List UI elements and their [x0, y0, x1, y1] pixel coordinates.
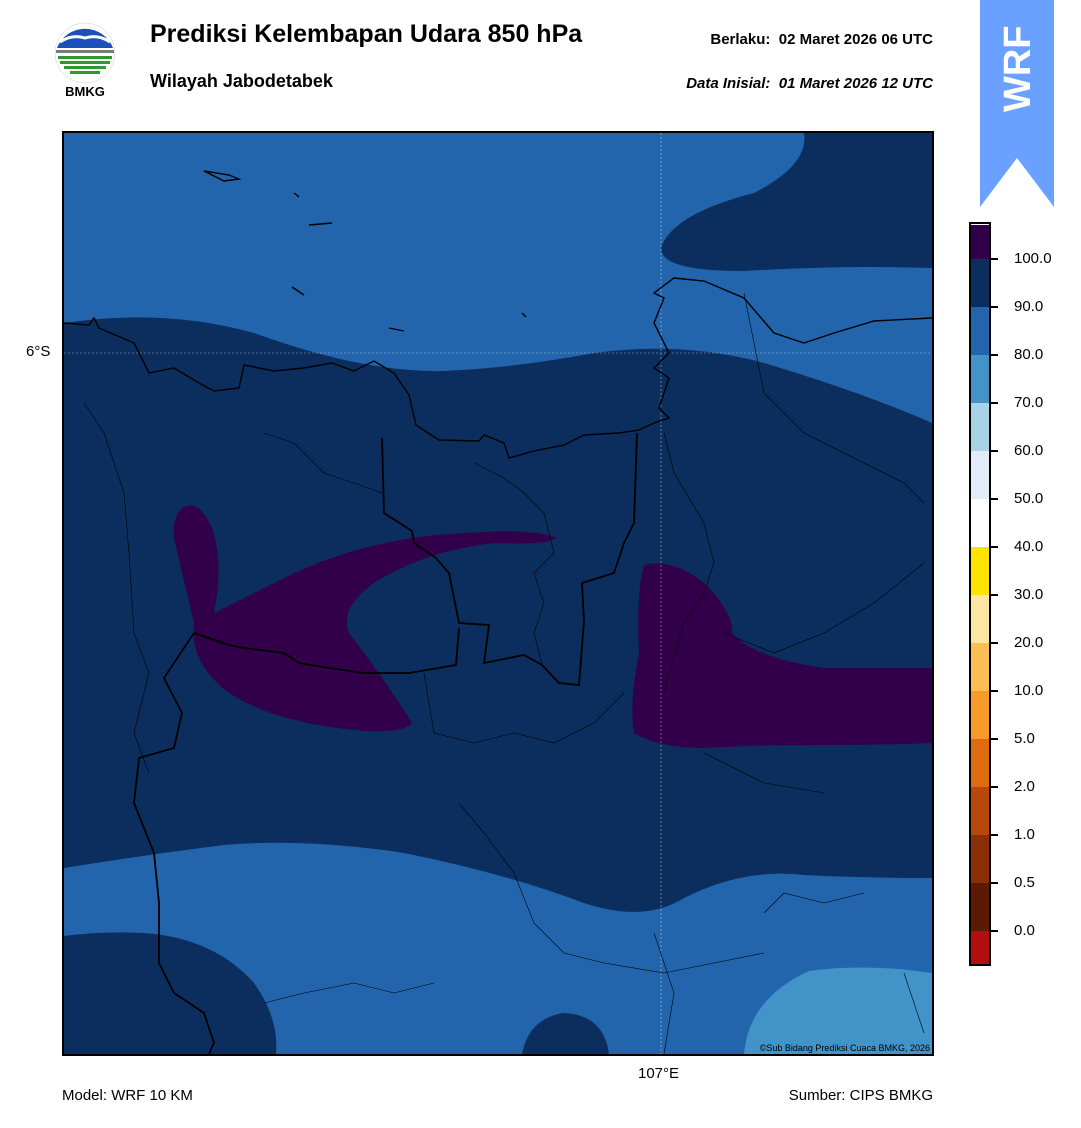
init-label: Data Inisial: — [686, 75, 771, 92]
province-boundary-jakarta — [381, 432, 638, 686]
islands — [203, 170, 527, 332]
colorbar-tick — [991, 354, 998, 356]
province-boundary-west — [193, 627, 460, 674]
colorbar-tick — [991, 882, 998, 884]
lon-label: 107°E — [638, 1065, 680, 1082]
lat-label: 6°S — [26, 343, 51, 360]
valid-value: 02 Maret 2026 06 UTC — [778, 31, 933, 48]
colorbar-swatch — [971, 739, 989, 787]
colorbar-tick — [991, 786, 998, 788]
wrf-badge-text: WRF — [997, 25, 1039, 112]
colorbar-tick — [991, 258, 998, 260]
colorbar-label: 2.0 — [1014, 778, 1035, 795]
colorbar-swatch — [971, 225, 989, 259]
valid-label: Berlaku: — [710, 31, 771, 48]
colorbar-swatch — [971, 835, 989, 883]
colorbar-label: 1.0 — [1014, 826, 1035, 843]
colorbar-tick — [991, 738, 998, 740]
rh-70-80-southeast — [744, 967, 932, 1054]
source-info: Sumber: CIPS BMKG — [788, 1087, 933, 1104]
init-value: 01 Maret 2026 12 UTC — [778, 75, 933, 92]
colorbar — [969, 222, 991, 1027]
province-boundary-banten — [133, 632, 215, 1054]
colorbar-label: 90.0 — [1014, 298, 1044, 315]
rh-90-100-central — [64, 317, 932, 912]
colorbar-label: 50.0 — [1014, 490, 1044, 507]
coastline — [64, 277, 932, 459]
model-info: Model: WRF 10 KM — [62, 1087, 193, 1104]
colorbar-label: 20.0 — [1014, 634, 1044, 651]
colorbar-swatch — [971, 499, 989, 547]
colorbar-swatch — [971, 547, 989, 595]
rh-90-100-northeast — [661, 133, 932, 271]
colorbar-tick — [991, 594, 998, 596]
colorbar-tick — [991, 450, 998, 452]
init-time: Data Inisial: 01 Maret 2026 12 UTC — [686, 75, 933, 92]
humidity-map: ©Sub Bidang Prediksi Cuaca BMKG, 2026 — [62, 131, 934, 1056]
colorbar-label: 30.0 — [1014, 586, 1044, 603]
page-subtitle: Wilayah Jabodetabek — [150, 71, 333, 91]
colorbar-label: 100.0 — [1014, 250, 1052, 267]
colorbar-label: 60.0 — [1014, 442, 1044, 459]
bmkg-logo-text: BMKG — [65, 84, 105, 99]
colorbar-swatch — [971, 355, 989, 403]
colorbar-label: 0.0 — [1014, 922, 1035, 939]
colorbar-swatch — [971, 451, 989, 499]
colorbar-tick — [991, 498, 998, 500]
rh-90-100-southwest — [64, 932, 277, 1054]
wrf-badge: WRF — [980, 0, 1054, 210]
bmkg-logo — [52, 20, 118, 102]
valid-time: Berlaku: 02 Maret 2026 06 UTC — [710, 31, 933, 48]
page-title: Prediksi Kelembapan Udara 850 hPa — [150, 20, 583, 48]
colorbar-swatch — [971, 595, 989, 643]
colorbar-label: 10.0 — [1014, 682, 1044, 699]
colorbar-tick — [991, 690, 998, 692]
colorbar-tick — [991, 834, 998, 836]
colorbar-frame — [969, 222, 991, 966]
colorbar-swatch — [971, 931, 989, 979]
colorbar-label: 5.0 — [1014, 730, 1035, 747]
colorbar-tick — [991, 546, 998, 548]
colorbar-label: 70.0 — [1014, 394, 1044, 411]
colorbar-label: 80.0 — [1014, 346, 1044, 363]
colorbar-tick — [991, 930, 998, 932]
colorbar-swatch — [971, 403, 989, 451]
colorbar-swatch — [971, 883, 989, 931]
regency-boundaries — [83, 292, 925, 1054]
colorbar-tick — [991, 402, 998, 404]
map-credit: ©Sub Bidang Prediksi Cuaca BMKG, 2026 — [760, 1043, 930, 1053]
colorbar-label: 40.0 — [1014, 538, 1044, 555]
rh-100-east — [632, 563, 932, 748]
rh-100-west — [173, 505, 557, 732]
colorbar-swatch — [971, 307, 989, 355]
colorbar-label: 0.5 — [1014, 874, 1035, 891]
colorbar-tick — [991, 306, 998, 308]
colorbar-swatch — [971, 643, 989, 691]
rh-90-100-south — [522, 1013, 609, 1054]
colorbar-swatch — [971, 691, 989, 739]
colorbar-swatch — [971, 259, 989, 307]
colorbar-tick — [991, 642, 998, 644]
colorbar-swatch — [971, 787, 989, 835]
